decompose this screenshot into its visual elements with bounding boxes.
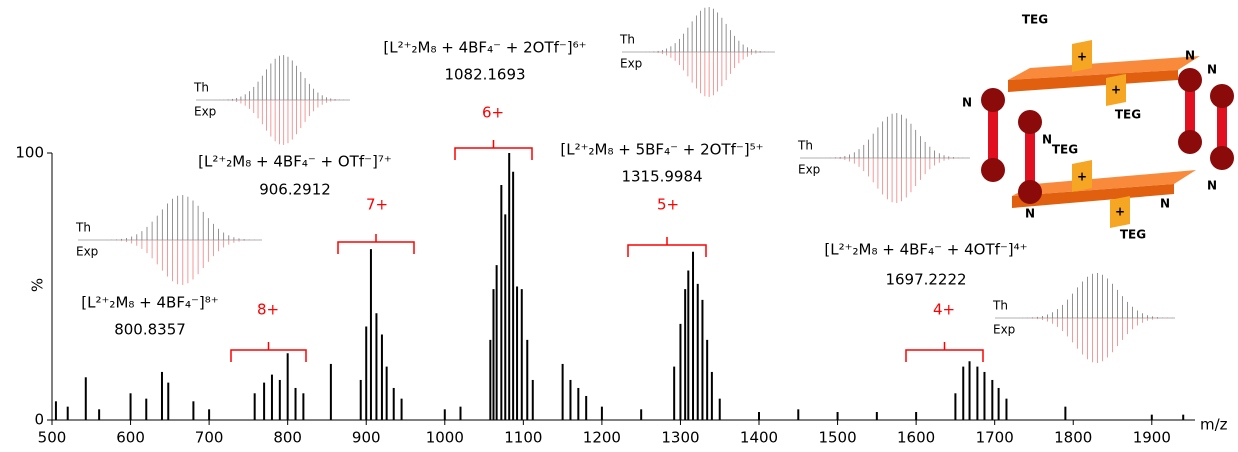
structure-label: N <box>1207 179 1217 193</box>
charge-label: 5+ <box>657 196 679 214</box>
inset-experiment-label: Exp <box>993 323 1015 337</box>
ion-mass: 906.2912 <box>259 181 331 199</box>
structure-label: N <box>1042 133 1052 147</box>
ion-mass: 800.8357 <box>114 321 186 339</box>
x-tick-label: 1000 <box>426 429 464 447</box>
x-tick-label: 1600 <box>897 429 935 447</box>
inset-experiment-label: Exp <box>620 57 642 71</box>
ion-mass: 1315.9984 <box>621 168 702 186</box>
ion-mass: 1697.2222 <box>885 271 966 289</box>
charge-bracket <box>627 237 707 257</box>
ion-formula: [L²⁺₂M₈ + 4BF₄⁻]⁸⁺ <box>81 294 218 312</box>
x-tick-label: 900 <box>352 429 381 447</box>
structure-label: + <box>1077 170 1087 184</box>
x-tick-label: 1900 <box>1133 429 1171 447</box>
x-tick-label: 1800 <box>1054 429 1092 447</box>
x-tick-label: 800 <box>273 429 302 447</box>
structure-drawing <box>981 40 1234 228</box>
structure-label: N <box>1160 197 1170 211</box>
structure-label: TEG <box>1022 13 1048 27</box>
x-tick-label: 1400 <box>740 429 778 447</box>
charge-bracket <box>905 342 984 362</box>
structure-label: N <box>1025 207 1035 221</box>
x-tick-label: 1100 <box>504 429 542 447</box>
structure-label: TEG <box>1120 228 1146 242</box>
structure-label: N <box>1185 49 1195 63</box>
x-tick-label: 700 <box>195 429 224 447</box>
charge-label: 4+ <box>933 301 955 319</box>
structure-label: N <box>1207 63 1217 77</box>
x-tick-label: 1500 <box>818 429 856 447</box>
y-axis-label: % <box>29 278 47 292</box>
structure-label: + <box>1077 50 1087 64</box>
x-axis-label: m/z <box>1200 416 1228 434</box>
x-tick-label: 1700 <box>976 429 1014 447</box>
inset-theory-label: Th <box>992 299 1008 313</box>
x-tick-label: 1200 <box>583 429 621 447</box>
charge-bracket <box>337 234 415 254</box>
charge-label: 8+ <box>257 301 279 319</box>
structure-label: + <box>1115 205 1125 219</box>
structure-label: + <box>1111 83 1121 97</box>
charge-bracket <box>454 140 533 160</box>
x-tick-label: 500 <box>38 429 67 447</box>
charge-label: 7+ <box>366 196 388 214</box>
y-tick-label: 0 <box>34 411 44 429</box>
ion-formula: [L²⁺₂M₈ + 4BF₄⁻ + 2OTf⁻]⁶⁺ <box>383 39 586 57</box>
ion-formula: [L²⁺₂M₈ + 4BF₄⁻ + OTf⁻]⁷⁺ <box>198 153 392 171</box>
structure-label: TEG <box>1115 108 1141 122</box>
y-tick-label: 100 <box>15 144 44 162</box>
structure-label: N <box>962 96 972 110</box>
x-tick-label: 600 <box>116 429 145 447</box>
inset-experiment-label: Exp <box>194 105 216 119</box>
x-tick-label: 1300 <box>661 429 699 447</box>
ion-formula: [L²⁺₂M₈ + 5BF₄⁻ + 2OTf⁻]⁵⁺ <box>560 141 763 159</box>
ion-mass: 1082.1693 <box>444 66 525 84</box>
inset-experiment-label: Exp <box>76 245 98 259</box>
charge-bracket <box>230 342 307 362</box>
inset-theory-label: Th <box>797 139 813 153</box>
inset-experiment-label: Exp <box>798 163 820 177</box>
ion-formula: [L²⁺₂M₈ + 4BF₄⁻ + 4OTf⁻]⁴⁺ <box>824 241 1027 259</box>
inset-theory-label: Th <box>75 221 91 235</box>
inset-theory-label: Th <box>193 81 209 95</box>
inset-theory-label: Th <box>619 33 635 47</box>
structure-label: TEG <box>1052 143 1078 157</box>
charge-label: 6+ <box>482 104 504 122</box>
